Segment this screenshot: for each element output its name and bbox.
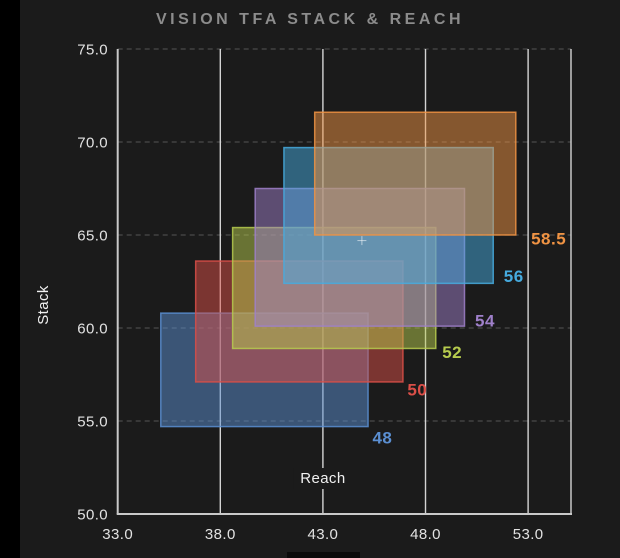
size-label-50: 50 [407, 380, 427, 399]
x-axis-title-backing [293, 468, 352, 489]
size-label-58.5: 58.5 [531, 230, 566, 249]
bottom-dark-bar [287, 552, 360, 558]
y-tick-label-60: 60.0 [77, 321, 108, 338]
x-tick-label-48: 48.0 [410, 526, 441, 543]
y-axis-title: Stack [35, 285, 52, 325]
size-rect-58.5 [313, 111, 517, 236]
x-tick-label-43: 43.0 [308, 526, 339, 543]
size-label-54: 54 [475, 312, 495, 331]
y-tick-label-70: 70.0 [77, 135, 108, 152]
y-tick-label-55: 55.0 [77, 414, 108, 431]
left-black-strip [0, 0, 20, 558]
x-tick-label-38: 38.0 [205, 526, 236, 543]
chart-title: VISION TFA STACK & REACH [155, 11, 464, 28]
size-label-48: 48 [372, 429, 392, 448]
x-tick-label-53: 53.0 [513, 526, 544, 543]
x-axis-title: Reach [300, 470, 345, 487]
y-tick-label-65: 65.0 [77, 228, 108, 245]
size-label-52: 52 [442, 343, 462, 362]
size-label-56: 56 [504, 267, 524, 286]
y-tick-label-75: 75.0 [77, 42, 108, 59]
y-tick-label-50: 50.0 [77, 507, 108, 524]
x-tick-label-33: 33.0 [102, 526, 133, 543]
